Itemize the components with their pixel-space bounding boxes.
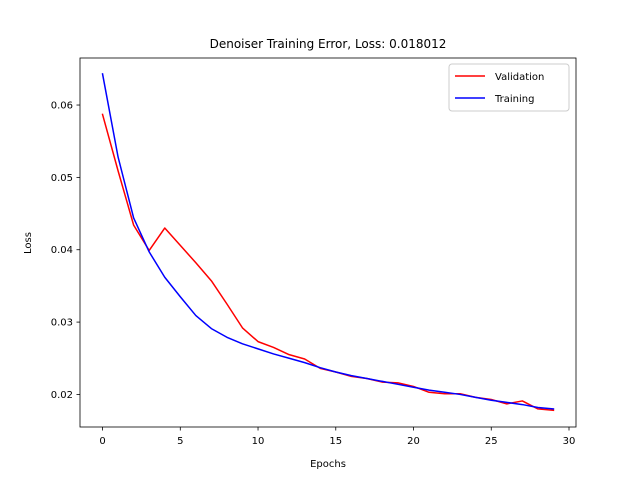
- x-tick-label: 20: [407, 436, 420, 447]
- legend-label-validation: Validation: [495, 72, 544, 83]
- x-tick-label: 10: [252, 436, 265, 447]
- x-axis-ticks: 0 5 10 15 20 25 30: [99, 427, 575, 447]
- series-layer: [101, 73, 555, 412]
- legend-label-training: Training: [494, 94, 534, 105]
- y-tick-label: 0.04: [51, 245, 73, 256]
- axes-frame: [79, 57, 577, 428]
- y-axis-ticks: 0.02 0.03 0.04 0.05 0.06: [51, 101, 80, 401]
- y-tick-label: 0.03: [51, 318, 73, 329]
- chart-title: Denoiser Training Error, Loss: 0.018012: [210, 37, 447, 51]
- y-tick-label: 0.06: [51, 101, 73, 112]
- x-tick-label: 30: [563, 436, 576, 447]
- x-axis-label: Epochs: [310, 459, 346, 470]
- x-tick-label: 15: [329, 436, 342, 447]
- y-tick-label: 0.02: [51, 390, 73, 401]
- plot-area: 0 5 10 15 20 25 30 0.02 0.03 0.04 0.05 0.06: [51, 57, 577, 447]
- series-line-training: [101, 73, 555, 410]
- legend: Validation Training: [448, 63, 570, 112]
- x-tick-label: 5: [177, 436, 183, 447]
- y-tick-label: 0.05: [51, 173, 73, 184]
- x-tick-label: 25: [485, 436, 498, 447]
- y-axis-label: Loss: [23, 232, 34, 254]
- x-tick-label: 0: [99, 436, 105, 447]
